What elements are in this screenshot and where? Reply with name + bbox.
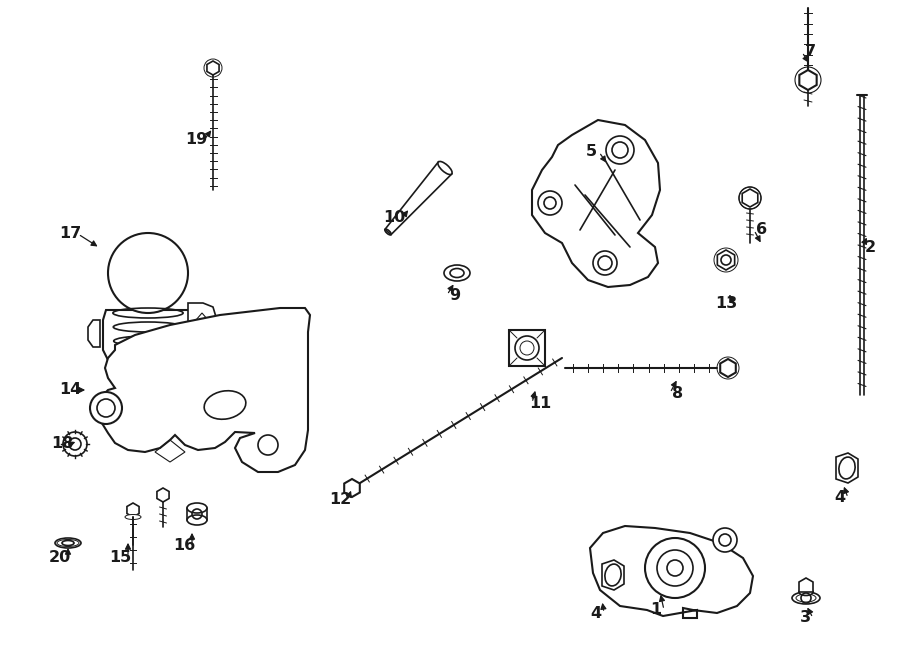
Polygon shape [799,578,813,592]
Circle shape [645,538,705,598]
Text: 20: 20 [49,551,71,566]
Ellipse shape [125,514,141,520]
Ellipse shape [792,592,820,604]
Bar [509,330,545,366]
Polygon shape [103,310,193,403]
Text: 2: 2 [864,241,876,256]
Circle shape [593,251,617,275]
Ellipse shape [55,538,81,548]
Text: 10: 10 [382,210,405,225]
Text: 14: 14 [58,383,81,397]
Polygon shape [590,526,753,618]
Text: 4: 4 [590,605,601,621]
Ellipse shape [187,515,207,525]
Polygon shape [110,360,186,370]
Text: 5: 5 [585,145,597,159]
Ellipse shape [438,161,452,175]
Polygon shape [602,560,624,590]
Circle shape [538,191,562,215]
Circle shape [108,233,188,313]
Text: 6: 6 [756,223,768,237]
Polygon shape [836,453,858,483]
Bar [141,370,155,388]
Ellipse shape [444,265,470,281]
Ellipse shape [799,588,813,596]
Polygon shape [88,320,100,347]
Text: 16: 16 [173,539,195,553]
Text: 11: 11 [529,395,551,410]
Text: 17: 17 [58,227,81,241]
Text: 1: 1 [651,602,661,617]
Circle shape [606,136,634,164]
Text: 15: 15 [109,549,131,564]
Text: 13: 13 [715,297,737,311]
Circle shape [90,392,122,424]
Polygon shape [98,308,310,472]
Circle shape [713,528,737,552]
Text: 9: 9 [449,288,461,303]
Ellipse shape [187,503,207,513]
Text: 12: 12 [328,492,351,506]
Text: 18: 18 [51,436,73,451]
Text: 8: 8 [672,385,684,401]
Polygon shape [385,162,452,235]
Polygon shape [188,303,216,347]
Text: 4: 4 [834,490,846,506]
Text: 7: 7 [805,44,815,59]
Polygon shape [532,120,660,287]
Circle shape [63,432,87,456]
Text: 19: 19 [184,132,207,147]
Text: 3: 3 [799,611,811,625]
